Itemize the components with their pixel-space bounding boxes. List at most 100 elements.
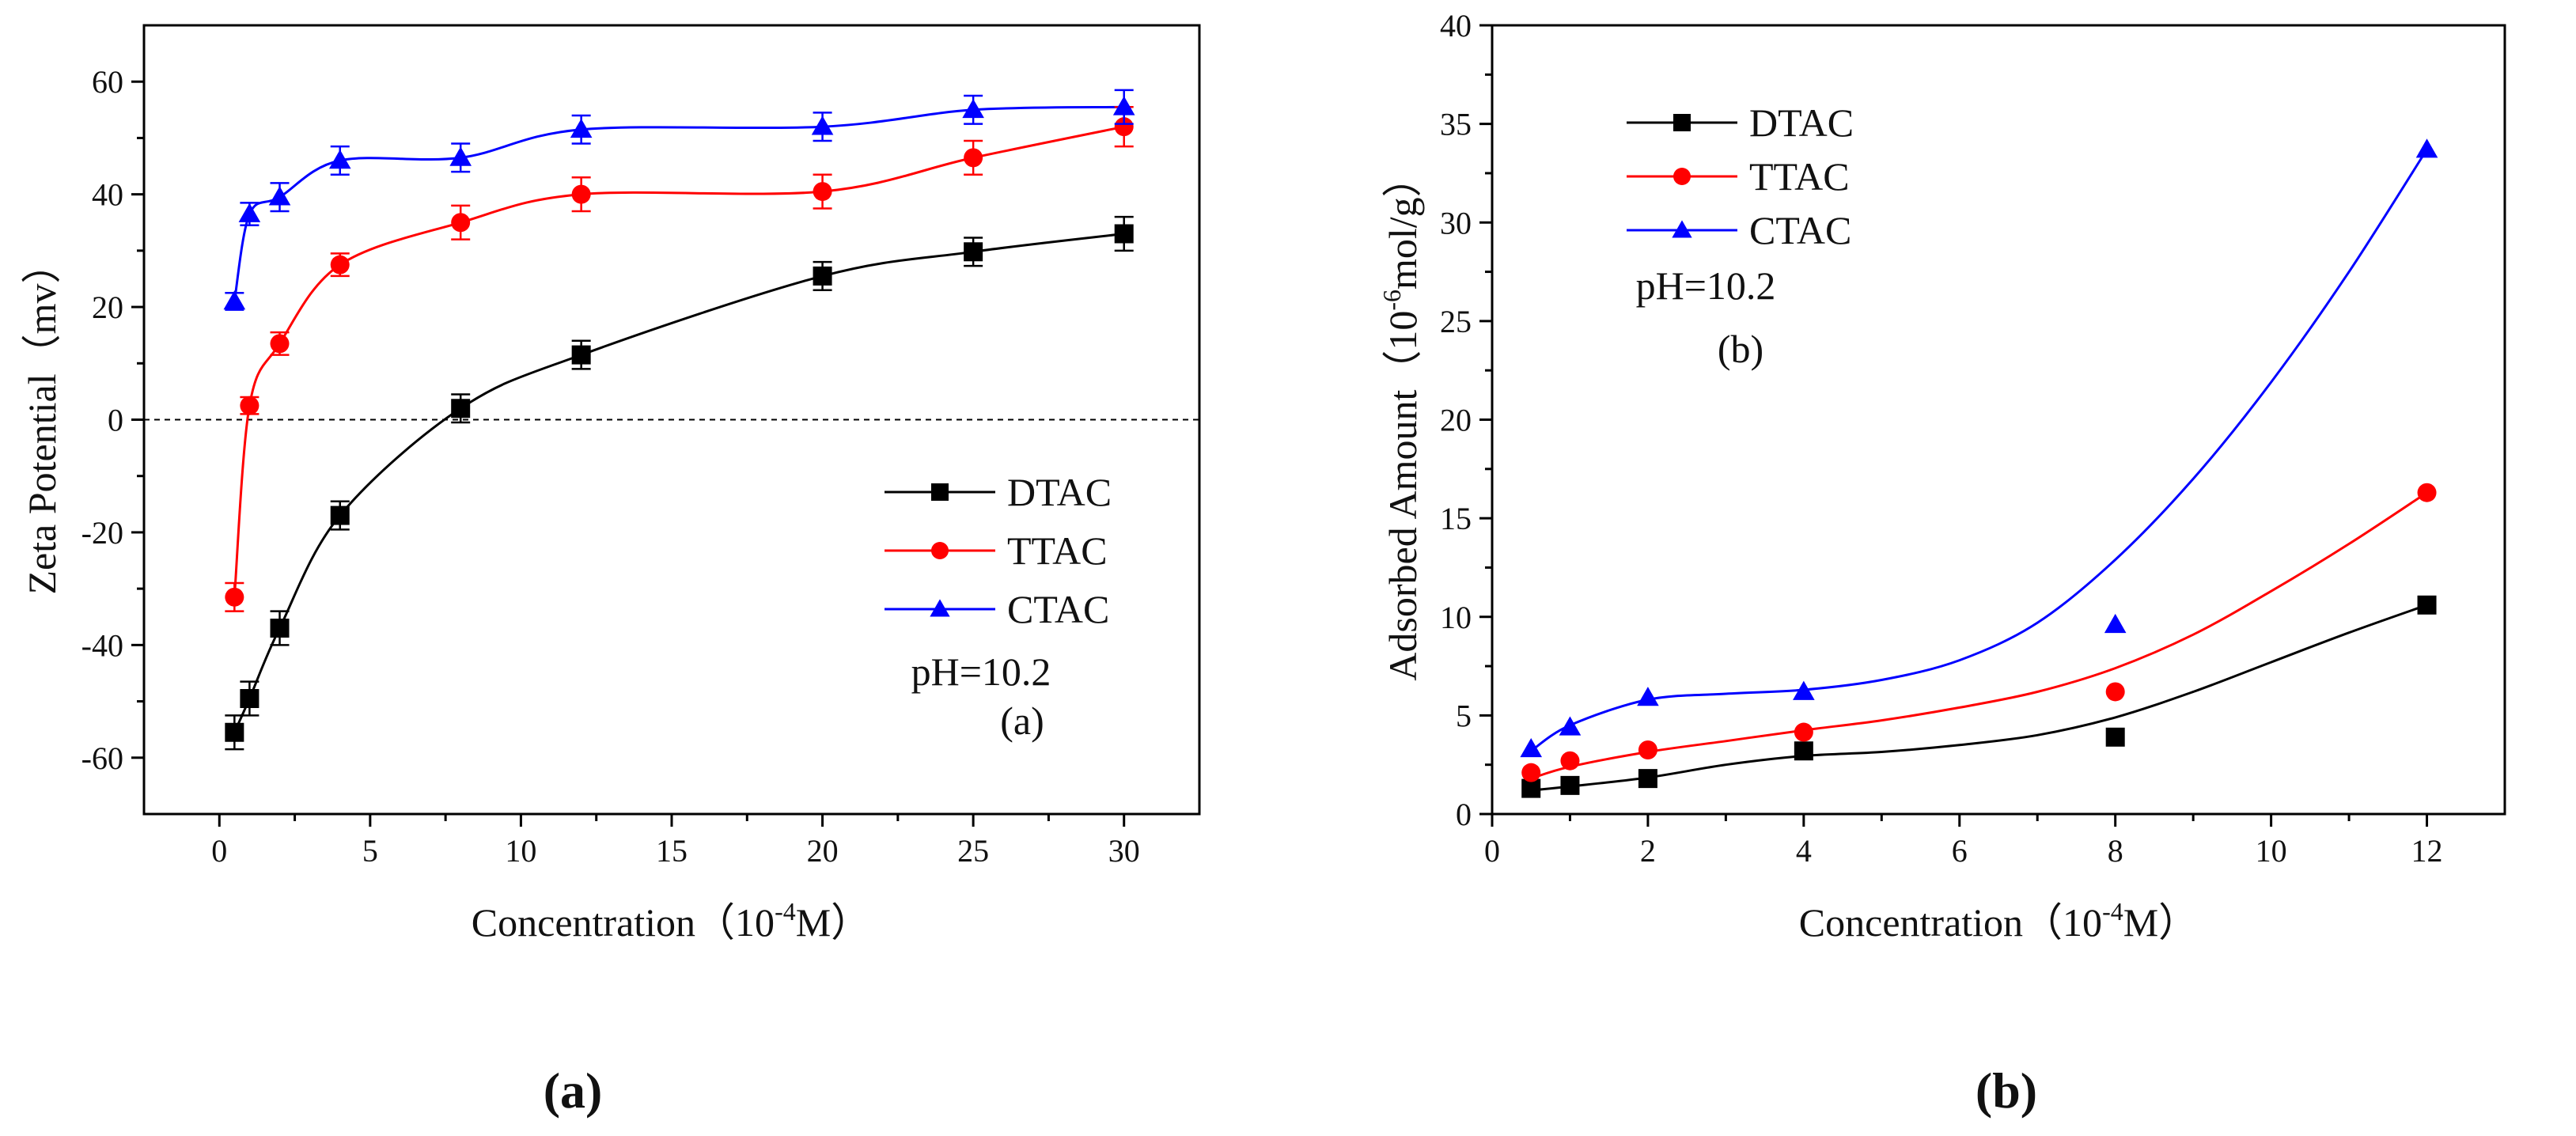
y-tick-label-a: 0 [108, 403, 123, 438]
data-point-dtac-a [571, 345, 591, 365]
y-tick-label-b: 40 [1440, 8, 1472, 44]
y-tick-label-b: 5 [1456, 698, 1472, 733]
axis-ticks-a: 0 5 10 15 20 25 30 -60 -40 -20 0 20 40 60 [81, 64, 1140, 869]
data-point-dtac-a [451, 399, 471, 418]
fit-curve-ctac-a [233, 105, 1124, 302]
y-tick-label-a: 60 [92, 64, 123, 100]
x-tick-label-a: 0 [211, 833, 227, 869]
y-tick-label-b: 35 [1440, 107, 1472, 142]
data-point-ttac-a [225, 587, 244, 607]
legend-label-ctac-a: CTAC [1007, 587, 1109, 631]
data-point-dtac-a [330, 506, 350, 525]
data-point-ctac-b [1793, 680, 1815, 700]
data-point-ctac-a [570, 118, 593, 138]
data-point-ttac-b [1638, 740, 1657, 759]
data-point-ctac-a [268, 186, 291, 206]
legend-marker-ttac-b [1673, 168, 1691, 185]
legend-marker-ttac-a [931, 542, 949, 559]
y-tick-label-a: -20 [81, 515, 123, 551]
data-point-ctac-a [449, 146, 472, 166]
data-point-ctac-b [1637, 687, 1659, 706]
x-tick-label-b: 10 [2256, 833, 2287, 869]
legend-marker-ctac-b [1672, 220, 1692, 238]
data-point-ttac-a [451, 213, 471, 233]
panel-b: 0 2 4 6 8 10 12 0 5 10 15 20 25 30 35 40 DTAC TTAC CTAC p… [1377, 8, 2506, 1119]
data-point-ctac-b [1559, 716, 1582, 736]
x-tick-label-a: 20 [807, 833, 839, 869]
y-axis-label-a: Zeta Potential（mv） [20, 244, 64, 595]
data-point-ttac-b [1521, 763, 1541, 782]
y-tick-label-b: 10 [1440, 600, 1472, 635]
y-tick-label-a: -40 [81, 627, 123, 663]
data-point-ttac-a [1114, 117, 1134, 137]
legend-b: DTAC TTAC CTAC [1627, 100, 1854, 252]
x-tick-label-b: 12 [2411, 833, 2443, 869]
data-point-ttac-a [964, 148, 983, 168]
data-points-b [1520, 138, 2438, 798]
legend-a: DTAC TTAC CTAC [885, 470, 1112, 631]
x-tick-label-a: 5 [362, 833, 378, 869]
legend-marker-dtac-a [931, 483, 949, 501]
data-point-ctac-a [328, 150, 351, 169]
data-point-ttac-a [571, 184, 591, 204]
fit-curve-ttac-a [233, 125, 1125, 597]
data-points-a [223, 89, 1135, 751]
data-point-dtac-a [813, 266, 832, 286]
fit-curve-ttac-b [1530, 491, 2428, 780]
x-tick-label-b: 8 [2108, 833, 2123, 869]
legend-marker-ctac-a [930, 599, 950, 617]
data-point-dtac-b [2105, 727, 2125, 747]
data-point-dtac-b [2417, 595, 2437, 615]
data-point-ctac-b [2415, 138, 2438, 158]
panel-caption-b: (b) [1976, 1062, 2037, 1119]
data-point-dtac-a [270, 618, 290, 638]
inner-label-a: (a) [1000, 699, 1044, 743]
y-tick-label-b: 20 [1440, 403, 1472, 438]
data-point-ctac-b [2104, 613, 2127, 634]
annotation-ph-a: pH=10.2 [911, 649, 1051, 694]
data-point-dtac-b [1638, 769, 1657, 789]
y-tick-label-b: 0 [1456, 797, 1472, 832]
legend-label-dtac-a: DTAC [1007, 470, 1112, 514]
y-tick-label-b: 15 [1440, 501, 1472, 536]
data-point-ctac-a [223, 290, 246, 310]
data-point-ttac-b [1794, 722, 1813, 742]
legend-label-ttac-a: TTAC [1007, 528, 1108, 573]
data-point-ttac-b [2105, 682, 2125, 702]
data-point-dtac-a [240, 689, 259, 709]
y-tick-label-a: 40 [92, 177, 123, 213]
annotation-ph-b: pH=10.2 [1636, 263, 1776, 308]
panel-a: 0 5 10 15 20 25 30 -60 -40 -20 0 20 40 60 DTAC TTAC CTA… [20, 24, 1201, 1119]
fit-curve-dtac-b [1531, 604, 2428, 792]
panel-caption-a: (a) [544, 1062, 603, 1119]
data-point-dtac-a [964, 242, 983, 262]
data-point-ttac-a [813, 182, 832, 202]
x-tick-label-b: 2 [1640, 833, 1656, 869]
data-point-dtac-b [1794, 741, 1813, 761]
x-tick-label-a: 10 [505, 833, 536, 869]
data-point-ctac-a [1112, 96, 1135, 115]
y-axis-label-b: Adsorbed Amount（10-6mol/g） [1377, 157, 1425, 680]
data-point-ctac-b [1520, 737, 1543, 758]
x-tick-label-a: 15 [656, 833, 688, 869]
x-axis-label-a: Concentration（10-4M） [472, 897, 870, 945]
x-tick-label-b: 6 [1952, 833, 1968, 869]
axis-ticks-b: 0 2 4 6 8 10 12 0 5 10 15 20 25 30 35 40 [1440, 8, 2443, 869]
y-tick-label-b: 30 [1440, 205, 1472, 240]
data-point-ttac-a [330, 255, 350, 275]
x-tick-label-b: 0 [1484, 833, 1500, 869]
legend-label-dtac-b: DTAC [1749, 100, 1854, 145]
legend-label-ctac-b: CTAC [1749, 208, 1851, 252]
x-axis-label-b: Concentration（10-4M） [1799, 897, 2198, 945]
y-tick-label-b: 25 [1440, 304, 1472, 339]
data-point-ttac-b [2417, 483, 2437, 502]
fit-curve-ctac-b [1530, 149, 2428, 752]
x-tick-label-b: 4 [1796, 833, 1812, 869]
x-tick-label-a: 25 [957, 833, 989, 869]
y-tick-label-a: -60 [81, 740, 123, 776]
x-tick-label-a: 30 [1108, 833, 1140, 869]
data-point-ttac-a [270, 334, 290, 354]
data-point-ctac-a [238, 203, 261, 222]
legend-label-ttac-b: TTAC [1749, 154, 1850, 199]
